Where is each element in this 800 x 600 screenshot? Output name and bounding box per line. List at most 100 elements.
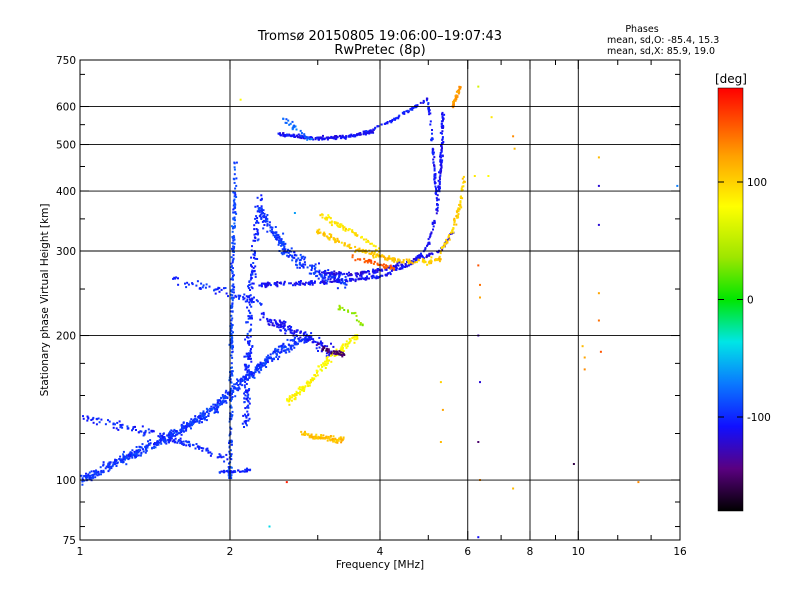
data-point	[309, 378, 312, 381]
data-point	[231, 339, 234, 342]
data-point	[227, 391, 229, 394]
data-point	[252, 282, 255, 285]
data-point	[245, 389, 247, 392]
data-point	[454, 94, 457, 97]
data-point	[223, 400, 226, 403]
data-point	[227, 471, 230, 474]
data-point	[249, 352, 252, 355]
data-point	[265, 285, 268, 288]
data-point	[452, 103, 455, 105]
data-point	[430, 256, 433, 259]
data-point	[181, 426, 184, 429]
data-point	[316, 231, 318, 234]
data-point	[232, 199, 235, 202]
data-point	[373, 269, 376, 272]
data-point	[372, 128, 375, 131]
data-point	[348, 277, 351, 280]
data-point	[187, 283, 190, 286]
data-point	[430, 138, 433, 141]
data-point	[391, 266, 394, 269]
data-point	[321, 342, 323, 345]
data-point	[279, 345, 282, 348]
data-point	[320, 280, 323, 283]
data-point	[448, 234, 451, 237]
data-point	[325, 352, 328, 355]
data-point	[441, 115, 444, 118]
data-point	[293, 251, 296, 254]
data-point	[299, 282, 302, 284]
data-point	[442, 118, 444, 121]
data-point	[260, 312, 263, 315]
data-point	[281, 344, 284, 347]
data-point	[327, 278, 330, 281]
data-point	[246, 306, 249, 309]
data-point	[202, 447, 205, 450]
data-point	[162, 436, 164, 439]
data-point	[314, 340, 317, 343]
data-point	[318, 271, 321, 273]
data-point	[121, 423, 124, 426]
data-point	[169, 432, 172, 435]
data-point	[275, 356, 278, 358]
data-point	[380, 255, 383, 258]
data-point	[116, 462, 119, 465]
data-point	[232, 211, 235, 214]
data-point	[328, 437, 331, 440]
data-point	[266, 357, 269, 360]
data-point	[328, 272, 331, 275]
data-point	[323, 280, 326, 283]
data-point	[232, 387, 235, 390]
data-point	[283, 324, 286, 327]
data-point	[414, 261, 417, 264]
data-point	[260, 205, 263, 208]
data-point	[282, 325, 284, 328]
isolated-point	[479, 381, 481, 384]
data-point	[279, 351, 281, 354]
data-point	[231, 249, 234, 252]
data-point	[342, 353, 345, 355]
data-point	[229, 404, 232, 407]
data-point	[250, 274, 252, 277]
data-point	[337, 272, 340, 275]
data-point	[416, 104, 419, 107]
data-point	[372, 268, 375, 271]
data-point	[403, 110, 406, 113]
data-point	[230, 306, 233, 309]
data-point	[274, 226, 277, 228]
data-point	[269, 353, 272, 356]
data-point	[294, 393, 297, 395]
data-point	[423, 261, 426, 264]
isolated-point	[512, 135, 515, 138]
data-point	[134, 452, 137, 455]
data-point	[350, 279, 352, 282]
data-point	[296, 392, 299, 395]
data-point	[293, 282, 296, 285]
isolated-point	[512, 487, 515, 490]
data-point	[196, 280, 199, 283]
data-point	[320, 434, 323, 436]
data-point	[99, 466, 102, 469]
data-point	[387, 257, 390, 260]
data-point	[340, 346, 343, 349]
data-point	[179, 439, 182, 442]
data-point	[377, 254, 380, 257]
data-point	[218, 290, 221, 293]
data-point	[204, 286, 207, 289]
data-point	[314, 271, 317, 274]
data-point	[232, 297, 235, 300]
data-point	[326, 272, 329, 275]
data-point	[256, 205, 259, 208]
colorbar-tick-label: 100	[747, 177, 767, 189]
data-point	[244, 355, 247, 358]
data-point	[349, 340, 352, 343]
data-point	[454, 98, 457, 101]
data-point	[205, 419, 208, 422]
data-point	[170, 431, 173, 434]
data-point	[230, 455, 233, 457]
data-point	[345, 278, 348, 281]
data-point	[153, 443, 155, 446]
data-point	[162, 439, 165, 442]
data-point	[164, 438, 167, 441]
data-point	[348, 245, 351, 248]
data-point	[342, 343, 345, 346]
